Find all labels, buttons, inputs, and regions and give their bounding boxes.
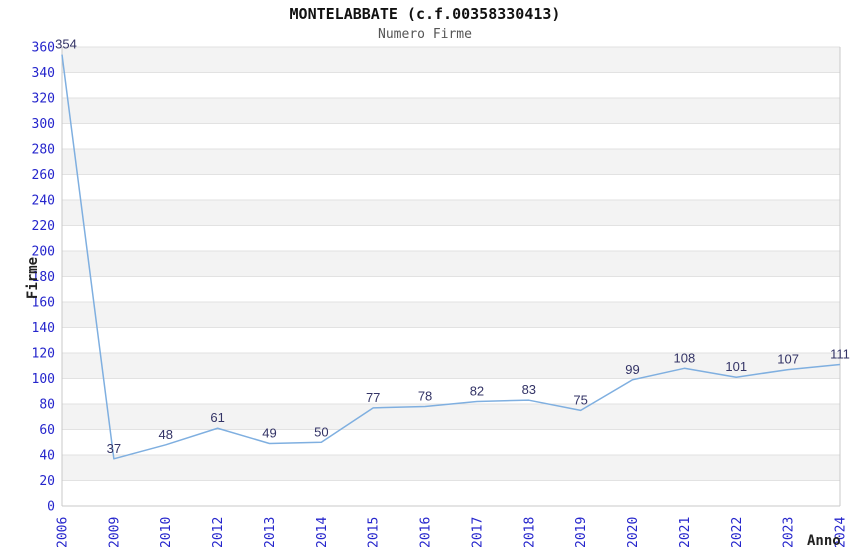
y-tick-label: 120 (32, 347, 55, 362)
y-tick-label: 140 (32, 321, 55, 336)
plot-band (62, 200, 840, 226)
point-label: 82 (470, 383, 484, 398)
point-label: 61 (210, 410, 224, 425)
x-tick-label: 2020 (626, 517, 641, 548)
x-tick-label: 2015 (367, 517, 382, 548)
plot-band (62, 302, 840, 328)
point-label: 108 (674, 350, 696, 365)
x-tick-label: 2022 (730, 517, 745, 548)
y-tick-label: 240 (32, 194, 55, 209)
y-tick-label: 0 (47, 500, 55, 515)
point-label: 75 (573, 392, 587, 407)
y-tick-label: 80 (39, 398, 55, 413)
point-label: 37 (107, 441, 121, 456)
point-label: 354 (55, 37, 77, 52)
plot-band (62, 455, 840, 481)
y-tick-label: 340 (32, 66, 55, 81)
x-tick-label: 2012 (211, 517, 226, 548)
x-tick-label: 2017 (470, 517, 485, 548)
y-tick-label: 360 (32, 41, 55, 56)
x-tick-label: 2009 (107, 517, 122, 548)
y-tick-label: 280 (32, 143, 55, 158)
point-label: 83 (522, 382, 536, 397)
point-label: 111 (830, 346, 850, 361)
y-tick-label: 200 (32, 245, 55, 260)
y-tick-label: 60 (39, 423, 55, 438)
x-tick-label: 2021 (678, 517, 693, 548)
plot-band (62, 404, 840, 430)
point-label: 101 (725, 359, 747, 374)
point-label: 78 (418, 389, 432, 404)
y-axis-title: Firme (25, 256, 41, 300)
y-tick-label: 20 (39, 474, 55, 489)
point-label: 99 (625, 362, 639, 377)
x-tick-label: 2010 (159, 517, 174, 548)
x-tick-label: 2006 (56, 517, 71, 548)
x-tick-label: 2014 (315, 517, 330, 548)
x-tick-label: 2019 (574, 517, 589, 548)
chart-title: MONTELABBATE (c.f.00358330413) (289, 5, 561, 23)
plot-band (62, 353, 840, 379)
point-label: 77 (366, 390, 380, 405)
point-label: 50 (314, 424, 328, 439)
y-tick-label: 220 (32, 219, 55, 234)
plot-band (62, 47, 840, 73)
point-label: 107 (777, 352, 799, 367)
x-tick-label: 2023 (782, 517, 797, 548)
y-tick-label: 160 (32, 296, 55, 311)
x-tick-label: 2016 (419, 517, 434, 548)
x-tick-label: 2013 (263, 517, 278, 548)
x-tick-label: 2018 (522, 517, 537, 548)
y-tick-label: 40 (39, 449, 55, 464)
y-tick-label: 180 (32, 270, 55, 285)
point-label: 48 (158, 427, 172, 442)
plot-band (62, 251, 840, 277)
y-tick-label: 300 (32, 117, 55, 132)
x-tick-label: 2024 (834, 517, 849, 548)
plot-band (62, 149, 840, 175)
plot-band (62, 98, 840, 124)
series-line (61, 54, 841, 460)
x-axis-title: Anno (807, 533, 841, 549)
point-label: 49 (262, 426, 276, 441)
y-tick-label: 100 (32, 372, 55, 387)
chart-subtitle: Numero Firme (378, 27, 472, 42)
y-tick-label: 260 (32, 168, 55, 183)
y-tick-label: 320 (32, 92, 55, 107)
